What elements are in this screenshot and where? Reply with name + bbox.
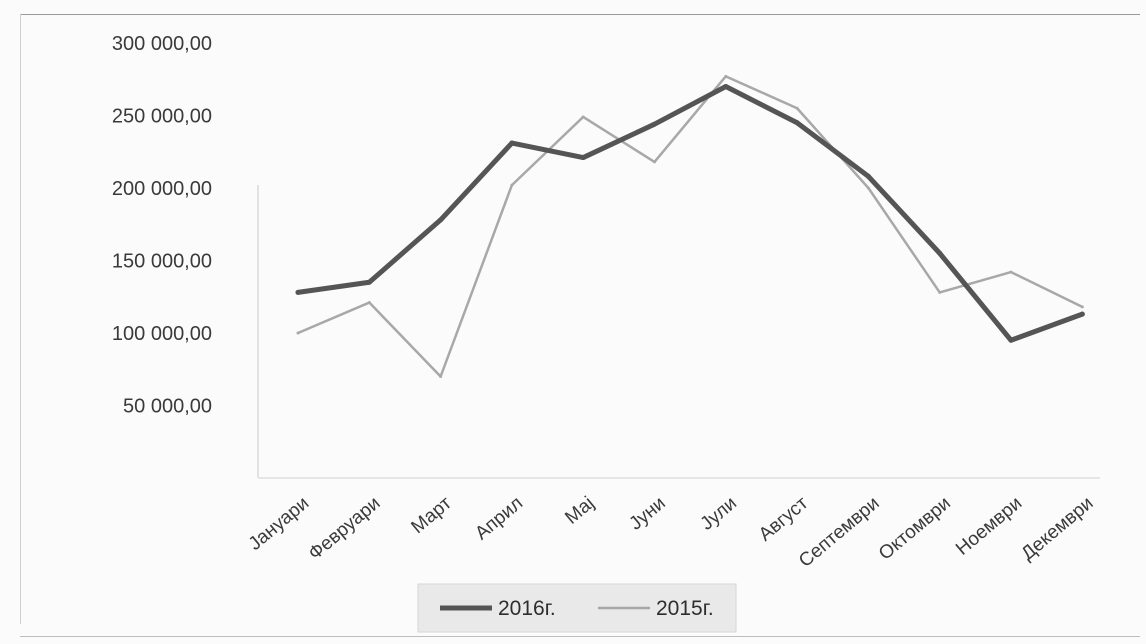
x-tick-label: Февруари xyxy=(305,493,385,565)
data-point xyxy=(723,84,729,89)
chart-frame-bottom xyxy=(20,636,1140,637)
data-point xyxy=(938,290,942,294)
data-point xyxy=(366,279,372,285)
legend-label: 2015г. xyxy=(656,597,714,620)
data-point xyxy=(1080,305,1084,309)
data-point xyxy=(865,173,871,179)
x-tick-label: Август xyxy=(755,493,813,546)
data-point xyxy=(296,331,300,335)
data-point xyxy=(439,375,443,378)
y-tick-label: 150 000,00 xyxy=(112,251,212,273)
data-point xyxy=(1009,270,1013,274)
series-line-0 xyxy=(295,84,1085,343)
y-tick-label: 200 000,00 xyxy=(112,178,212,200)
x-tick-label: Ноември xyxy=(952,493,1026,560)
data-point xyxy=(510,183,514,187)
data-point xyxy=(794,120,800,126)
x-tick-label: Мај xyxy=(561,493,598,529)
x-tick-label: Март xyxy=(407,493,456,538)
chart-frame-left xyxy=(20,14,21,624)
legend-label: 2016г. xyxy=(498,597,556,620)
x-tick-label: Октомври xyxy=(875,493,955,565)
data-point xyxy=(652,121,657,127)
data-point xyxy=(509,140,515,146)
data-point xyxy=(866,186,870,190)
data-point xyxy=(581,115,585,119)
data-point xyxy=(438,217,444,223)
y-tick-label: 50 000,00 xyxy=(123,396,212,418)
x-tick-label: Декември xyxy=(1017,493,1097,565)
data-point xyxy=(295,289,301,295)
x-tick-label: Јануари xyxy=(245,493,313,555)
data-point xyxy=(367,301,371,305)
x-tick-label: Јули xyxy=(697,493,741,535)
data-point xyxy=(937,250,943,256)
series-line-1 xyxy=(296,75,1084,378)
y-tick-label: 250 000,00 xyxy=(112,106,212,128)
x-tick-label: Април xyxy=(471,493,527,545)
data-point xyxy=(653,160,656,164)
chart-frame-top xyxy=(20,14,1140,15)
y-tick-label: 300 000,00 xyxy=(112,33,212,55)
data-point xyxy=(1079,311,1085,317)
x-tick-label: Јуни xyxy=(625,493,669,535)
data-point xyxy=(1008,337,1014,343)
data-point xyxy=(795,106,799,110)
data-point xyxy=(580,155,586,161)
data-point xyxy=(724,74,728,78)
y-tick-label: 100 000,00 xyxy=(112,323,212,345)
